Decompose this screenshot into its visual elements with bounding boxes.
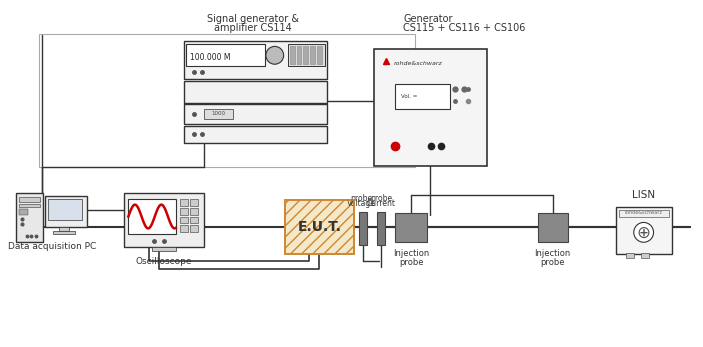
Bar — [183, 104, 327, 124]
Text: LISN: LISN — [632, 190, 655, 200]
Text: Signal generator &: Signal generator & — [207, 14, 299, 24]
Text: Current: Current — [367, 198, 396, 208]
Text: 1000: 1000 — [212, 111, 226, 116]
Text: ⊕: ⊕ — [637, 223, 650, 242]
Text: E.U.T.: E.U.T. — [297, 220, 341, 234]
Bar — [39, 34, 415, 167]
Text: 100.000 M: 100.000 M — [190, 53, 230, 62]
Text: probe: probe — [541, 258, 565, 267]
Text: Oscilloscope: Oscilloscope — [136, 257, 192, 266]
Text: probe: probe — [370, 194, 393, 203]
Bar — [49, 199, 82, 220]
Bar — [190, 199, 198, 206]
Bar — [619, 210, 669, 217]
Bar — [53, 231, 75, 234]
Text: Injection: Injection — [393, 249, 430, 258]
Bar — [616, 206, 672, 254]
Bar — [180, 208, 188, 214]
Text: probe: probe — [399, 258, 423, 267]
Text: CS115 + CS116 + CS106: CS115 + CS116 + CS106 — [404, 23, 526, 33]
Bar — [15, 193, 44, 242]
Circle shape — [634, 222, 654, 242]
Bar — [204, 109, 233, 119]
Bar — [359, 212, 367, 245]
Text: Injection: Injection — [534, 249, 571, 258]
Text: probe: probe — [351, 194, 373, 203]
Bar — [190, 208, 198, 214]
Bar — [124, 193, 204, 247]
Text: Generator: Generator — [404, 14, 453, 24]
Bar — [180, 226, 188, 232]
Bar — [640, 253, 649, 258]
Bar — [377, 212, 385, 245]
Bar — [395, 84, 450, 109]
Bar — [180, 199, 188, 206]
Text: amplifier CS114: amplifier CS114 — [214, 23, 292, 33]
Bar — [18, 209, 29, 214]
Text: rohde&schwarz: rohde&schwarz — [394, 61, 442, 66]
Bar — [190, 226, 198, 232]
Bar — [45, 196, 87, 227]
Bar — [626, 253, 634, 258]
Bar — [190, 217, 198, 223]
Bar — [186, 44, 265, 66]
Bar — [288, 44, 325, 66]
Bar — [395, 213, 427, 242]
Bar — [183, 41, 327, 79]
Bar — [285, 200, 354, 254]
Text: Data acquisition PC: Data acquisition PC — [8, 242, 96, 251]
Bar — [290, 46, 295, 64]
Bar — [374, 49, 487, 166]
Bar — [183, 126, 327, 143]
Bar — [152, 247, 176, 251]
Bar — [285, 200, 354, 254]
Text: Voltage: Voltage — [347, 198, 376, 208]
Bar — [180, 217, 188, 223]
Text: Vol. =: Vol. = — [401, 94, 418, 99]
Text: rohde&schwarz: rohde&schwarz — [625, 210, 663, 215]
Bar — [18, 204, 40, 206]
Bar — [310, 46, 316, 64]
Bar — [304, 46, 309, 64]
Circle shape — [266, 46, 283, 64]
Bar — [297, 46, 302, 64]
Bar — [183, 81, 327, 103]
Bar — [317, 46, 322, 64]
Bar — [18, 197, 40, 202]
Bar — [538, 213, 567, 242]
Bar — [129, 199, 176, 234]
Bar — [59, 227, 69, 231]
